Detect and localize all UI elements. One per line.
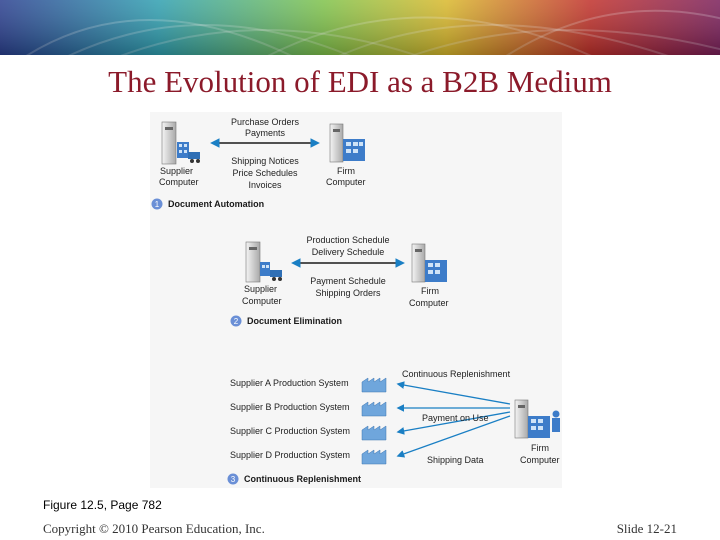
stage3-supplier-b: Supplier B Production System — [230, 402, 350, 412]
footer-slide-number: Slide 12-21 — [616, 521, 677, 536]
stage2-firm-computer-icon — [411, 243, 447, 283]
stage3-supplier-d: Supplier D Production System — [230, 450, 350, 460]
slide-title: The Evolution of EDI as a B2B Medium — [108, 64, 612, 99]
stage3-arrow-label-replenishment: Continuous Replenishment — [402, 369, 511, 379]
figure-caption: Figure 12.5, Page 782 — [43, 498, 162, 512]
stage1-to-left-label-3: Invoices — [248, 180, 282, 190]
stage2-right-label-line2: Computer — [409, 298, 449, 308]
stage3-arrow-d — [396, 415, 511, 458]
stage1-to-left-label-2: Price Schedules — [232, 168, 298, 178]
stage3-arrow-c — [396, 411, 511, 435]
footer-copyright: Copyright © 2010 Pearson Education, Inc. — [43, 521, 265, 536]
stage1-number: 1 — [155, 200, 160, 209]
stage1-caption: Document Automation — [168, 199, 264, 209]
stage2-to-left-label-1: Production Schedule — [306, 235, 389, 245]
stage1-left-label-line1: Supplier — [160, 166, 193, 176]
stage3-firm-computer-icon — [514, 399, 560, 439]
stage2-left-label-line1: Supplier — [244, 284, 277, 294]
stage3-caption: Continuous Replenishment — [244, 474, 361, 484]
stage1-to-right-label-1: Purchase Orders — [231, 117, 300, 127]
stage3-firm-label-line2: Computer — [520, 455, 560, 465]
stage2-number-badge — [230, 315, 242, 327]
stage1-number-badge — [151, 198, 163, 210]
stage3-arrow-a — [396, 381, 511, 405]
stage3-factory-c-icon — [361, 425, 387, 441]
stage3-supplier-c: Supplier C Production System — [230, 426, 350, 436]
stage2-to-right-label-2: Shipping Orders — [315, 288, 381, 298]
stage1-left-label-line2: Computer — [159, 177, 199, 187]
stage3-supplier-a: Supplier A Production System — [230, 378, 349, 388]
stage2-left-label-line2: Computer — [242, 296, 282, 306]
stage2-right-label-line1: Firm — [421, 286, 439, 296]
edi-evolution-figure: Supplier Computer Firm Computer Purchase… — [150, 112, 562, 488]
stage2-to-right-label-1: Payment Schedule — [310, 276, 386, 286]
stage3-number-badge — [227, 473, 239, 485]
stage2-caption: Document Elimination — [247, 316, 342, 326]
stage3-factory-a-icon — [361, 377, 387, 393]
stage2-to-left-label-2: Delivery Schedule — [312, 247, 385, 257]
stage1-to-left-label-1: Shipping Notices — [231, 156, 299, 166]
stage3-firm-label-line1: Firm — [531, 443, 549, 453]
stage3-arrow-label-payment: Payment on Use — [422, 413, 489, 423]
stage3-factory-b-icon — [361, 401, 387, 417]
stage1-right-label-line1: Firm — [337, 166, 355, 176]
stage1-right-label-line2: Computer — [326, 177, 366, 187]
stage3-arrow-label-shipping: Shipping Data — [427, 455, 484, 465]
stage2-supplier-computer-icon — [245, 241, 282, 283]
stage1-firm-computer-icon — [329, 123, 365, 163]
stage3-factory-d-icon — [361, 449, 387, 465]
stage2-number: 2 — [234, 317, 239, 326]
stage1-to-right-label-2: Payments — [245, 128, 286, 138]
stage1-supplier-computer-icon — [161, 121, 200, 165]
top-banner — [0, 0, 720, 55]
stage3-number: 3 — [231, 475, 236, 484]
